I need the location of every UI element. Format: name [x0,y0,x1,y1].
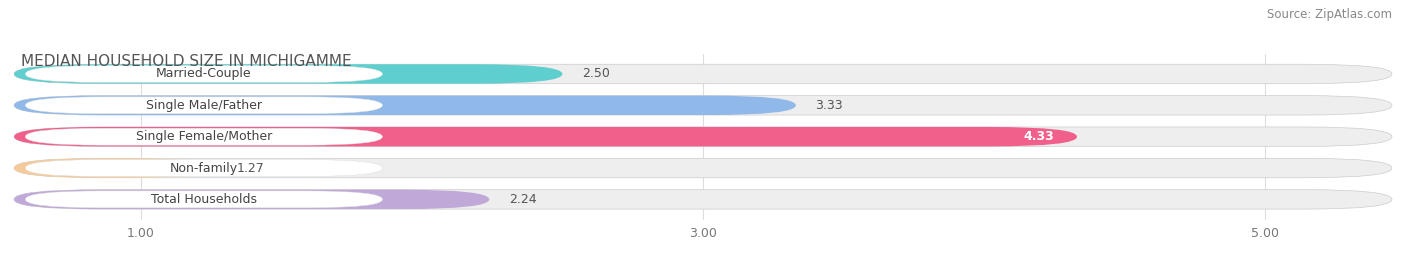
Text: 2.50: 2.50 [582,68,610,80]
Text: Married-Couple: Married-Couple [156,68,252,80]
Text: 4.33: 4.33 [1024,130,1054,143]
FancyBboxPatch shape [25,97,382,114]
Text: 3.33: 3.33 [815,99,844,112]
FancyBboxPatch shape [14,127,1077,146]
FancyBboxPatch shape [14,64,1392,84]
Text: Single Male/Father: Single Male/Father [146,99,262,112]
FancyBboxPatch shape [14,158,217,178]
FancyBboxPatch shape [14,96,796,115]
FancyBboxPatch shape [14,64,562,84]
Text: Total Households: Total Households [150,193,257,206]
Text: Source: ZipAtlas.com: Source: ZipAtlas.com [1267,8,1392,21]
Text: MEDIAN HOUSEHOLD SIZE IN MICHIGAMME: MEDIAN HOUSEHOLD SIZE IN MICHIGAMME [21,54,351,69]
FancyBboxPatch shape [25,65,382,83]
FancyBboxPatch shape [25,128,382,145]
Text: Single Female/Mother: Single Female/Mother [136,130,271,143]
Text: Non-family: Non-family [170,162,238,174]
FancyBboxPatch shape [14,190,489,209]
FancyBboxPatch shape [14,190,1392,209]
FancyBboxPatch shape [25,159,382,177]
FancyBboxPatch shape [14,158,1392,178]
FancyBboxPatch shape [25,191,382,208]
FancyBboxPatch shape [14,96,1392,115]
Text: 2.24: 2.24 [509,193,537,206]
FancyBboxPatch shape [14,127,1392,146]
Text: 1.27: 1.27 [236,162,264,174]
